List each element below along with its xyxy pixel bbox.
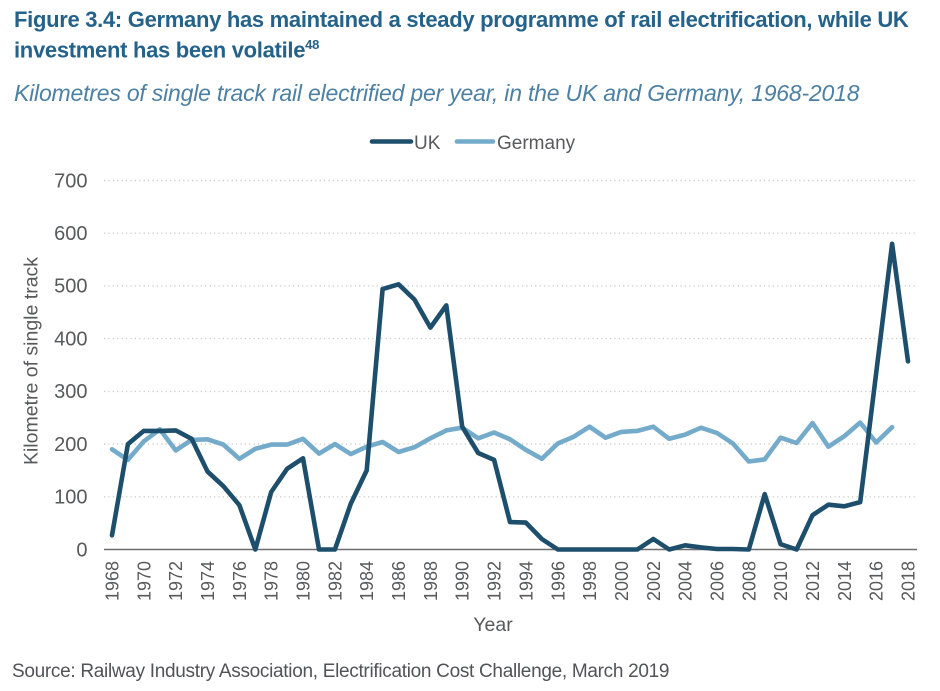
svg-text:UK: UK bbox=[414, 133, 441, 154]
svg-text:1986: 1986 bbox=[389, 561, 409, 601]
svg-text:2014: 2014 bbox=[835, 561, 855, 601]
svg-text:600: 600 bbox=[54, 223, 87, 245]
svg-text:Kilometre of single track: Kilometre of single track bbox=[21, 257, 43, 465]
svg-text:1972: 1972 bbox=[166, 561, 186, 601]
svg-text:2010: 2010 bbox=[771, 561, 791, 601]
svg-text:2012: 2012 bbox=[803, 561, 823, 601]
svg-text:100: 100 bbox=[54, 487, 87, 509]
svg-text:1990: 1990 bbox=[453, 561, 473, 601]
svg-text:1984: 1984 bbox=[357, 561, 377, 601]
svg-text:2008: 2008 bbox=[739, 561, 759, 601]
svg-text:2006: 2006 bbox=[708, 561, 728, 601]
svg-text:1968: 1968 bbox=[103, 561, 123, 601]
svg-text:1974: 1974 bbox=[198, 561, 218, 601]
svg-text:200: 200 bbox=[54, 434, 87, 456]
svg-text:2016: 2016 bbox=[867, 561, 887, 601]
svg-text:1998: 1998 bbox=[580, 561, 600, 601]
svg-text:1988: 1988 bbox=[421, 561, 441, 601]
svg-text:1996: 1996 bbox=[548, 561, 568, 601]
svg-text:1976: 1976 bbox=[230, 561, 250, 601]
svg-text:1980: 1980 bbox=[294, 561, 314, 601]
svg-text:500: 500 bbox=[54, 276, 87, 298]
svg-text:1978: 1978 bbox=[262, 561, 282, 601]
svg-text:300: 300 bbox=[54, 381, 87, 403]
svg-text:400: 400 bbox=[54, 328, 87, 350]
svg-text:1970: 1970 bbox=[134, 561, 154, 601]
svg-text:2002: 2002 bbox=[644, 561, 664, 601]
svg-text:1982: 1982 bbox=[325, 561, 345, 601]
svg-text:1992: 1992 bbox=[485, 561, 505, 601]
svg-text:2000: 2000 bbox=[612, 561, 632, 601]
svg-text:Year: Year bbox=[473, 614, 513, 636]
svg-text:0: 0 bbox=[76, 539, 87, 561]
svg-text:700: 700 bbox=[54, 170, 87, 192]
svg-text:2004: 2004 bbox=[676, 561, 696, 601]
svg-text:2018: 2018 bbox=[899, 561, 919, 601]
svg-text:Germany: Germany bbox=[497, 133, 576, 154]
svg-text:1994: 1994 bbox=[516, 561, 536, 601]
